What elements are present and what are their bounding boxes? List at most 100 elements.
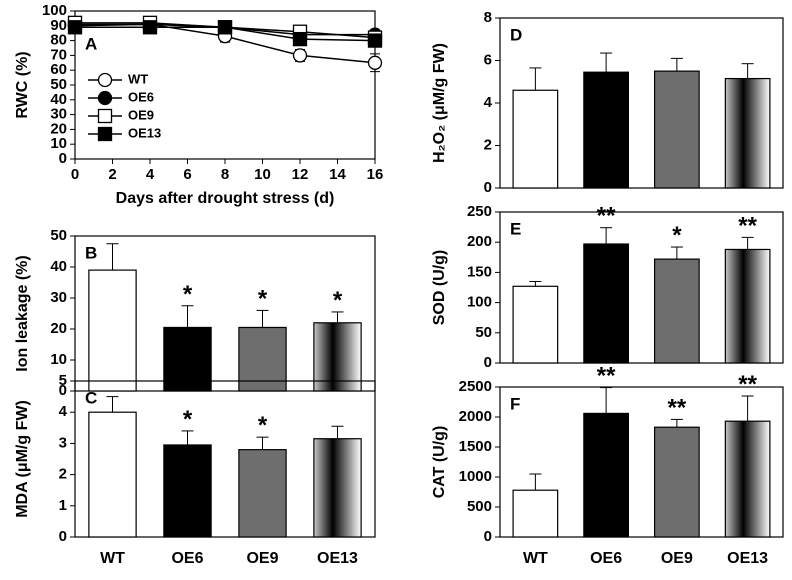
y-axis-label: SOD (U/g) bbox=[431, 250, 448, 326]
panel-label: A bbox=[85, 34, 97, 53]
y-tick-label: 2 bbox=[484, 136, 492, 153]
y-tick-label: 5 bbox=[59, 372, 67, 389]
y-tick-label: 60 bbox=[50, 61, 67, 78]
bar bbox=[88, 269, 137, 392]
significance: * bbox=[333, 287, 343, 314]
y-tick-label: 6 bbox=[484, 51, 492, 68]
x-tick-label: OE6 bbox=[590, 550, 622, 567]
panel-label: F bbox=[510, 394, 520, 413]
x-tick-label: 4 bbox=[146, 166, 155, 183]
bar bbox=[583, 71, 630, 189]
legend-marker bbox=[97, 108, 113, 124]
y-tick-label: 40 bbox=[50, 258, 67, 275]
x-tick-label: OE9 bbox=[246, 550, 278, 567]
y-tick-label: 20 bbox=[50, 120, 67, 137]
significance: * bbox=[258, 412, 268, 439]
y-tick-label: 0 bbox=[59, 382, 67, 399]
legend-marker bbox=[97, 90, 113, 106]
y-tick-label: 1000 bbox=[459, 468, 492, 485]
y-tick-label: 40 bbox=[50, 91, 67, 108]
x-tick-label: OE13 bbox=[317, 550, 358, 567]
y-tick-label: 0 bbox=[484, 354, 492, 371]
significance: ** bbox=[597, 363, 616, 390]
y-tick-label: 2 bbox=[59, 466, 67, 483]
bar bbox=[583, 412, 630, 538]
legend-marker bbox=[97, 126, 113, 142]
y-tick-label: 2500 bbox=[459, 378, 492, 395]
y-tick-label: 200 bbox=[467, 233, 492, 250]
panel-label: D bbox=[510, 25, 522, 44]
marker bbox=[142, 20, 158, 35]
y-tick-label: 50 bbox=[50, 227, 67, 244]
plot-frame bbox=[499, 211, 784, 364]
significance: ** bbox=[597, 203, 616, 230]
panel-label: B bbox=[85, 243, 97, 262]
x-axis-label: Days after drought stress (d) bbox=[116, 190, 335, 207]
x-tick-label: 6 bbox=[183, 166, 191, 183]
bar bbox=[724, 420, 771, 538]
y-axis-label: Ion leakage (%) bbox=[14, 255, 31, 371]
panel-label: C bbox=[85, 388, 97, 407]
y-tick-label: 0 bbox=[59, 150, 67, 167]
y-tick-label: 250 bbox=[467, 203, 492, 220]
bar bbox=[313, 438, 362, 538]
marker bbox=[217, 20, 233, 35]
panel-label: E bbox=[510, 219, 521, 238]
bar bbox=[512, 285, 559, 364]
bar bbox=[163, 444, 212, 538]
marker bbox=[367, 55, 383, 70]
y-tick-label: 10 bbox=[50, 351, 67, 368]
y-tick-label: 8 bbox=[484, 9, 492, 26]
y-tick-label: 100 bbox=[42, 2, 67, 19]
legend-marker bbox=[97, 72, 113, 88]
y-tick-label: 30 bbox=[50, 289, 67, 306]
significance: * bbox=[258, 285, 268, 312]
bar bbox=[653, 258, 700, 364]
bar bbox=[313, 322, 362, 392]
y-axis-label: H₂O₂ (μM/g FW) bbox=[431, 43, 448, 163]
plot-frame bbox=[499, 386, 784, 538]
plot-frame bbox=[74, 380, 376, 538]
marker bbox=[292, 48, 308, 63]
x-tick-label: 2 bbox=[108, 166, 116, 183]
marker bbox=[67, 20, 83, 35]
bar bbox=[512, 89, 559, 189]
x-tick-label: 10 bbox=[254, 166, 271, 183]
bar bbox=[724, 248, 771, 364]
plot-frame bbox=[74, 235, 376, 392]
x-tick-label: OE9 bbox=[661, 550, 693, 567]
significance: * bbox=[183, 281, 193, 308]
x-tick-label: OE13 bbox=[727, 550, 768, 567]
x-tick-label: OE6 bbox=[171, 550, 203, 567]
x-tick-label: 12 bbox=[292, 166, 309, 183]
significance: ** bbox=[668, 394, 687, 421]
y-tick-label: 10 bbox=[50, 135, 67, 152]
bar bbox=[724, 77, 771, 189]
x-tick-label: 8 bbox=[221, 166, 229, 183]
y-tick-label: 4 bbox=[59, 403, 68, 420]
legend-label: OE9 bbox=[128, 107, 154, 122]
y-tick-label: 80 bbox=[50, 32, 67, 49]
significance: ** bbox=[738, 212, 757, 239]
legend-label: OE6 bbox=[128, 89, 154, 104]
bar bbox=[653, 426, 700, 538]
y-tick-label: 0 bbox=[59, 528, 67, 545]
significance: * bbox=[183, 406, 193, 433]
y-tick-label: 2000 bbox=[459, 408, 492, 425]
y-tick-label: 70 bbox=[50, 46, 67, 63]
y-tick-label: 100 bbox=[467, 294, 492, 311]
bar bbox=[653, 70, 700, 189]
y-tick-label: 150 bbox=[467, 263, 492, 280]
bar bbox=[88, 411, 137, 538]
marker bbox=[367, 33, 383, 48]
bar bbox=[512, 489, 559, 538]
y-tick-label: 500 bbox=[467, 498, 492, 515]
y-tick-label: 0 bbox=[484, 179, 492, 196]
y-tick-label: 30 bbox=[50, 106, 67, 123]
bar bbox=[583, 243, 630, 364]
y-tick-label: 3 bbox=[59, 434, 67, 451]
y-axis-label: RWC (%) bbox=[14, 51, 31, 118]
y-tick-label: 1500 bbox=[459, 438, 492, 455]
y-tick-label: 50 bbox=[50, 76, 67, 93]
